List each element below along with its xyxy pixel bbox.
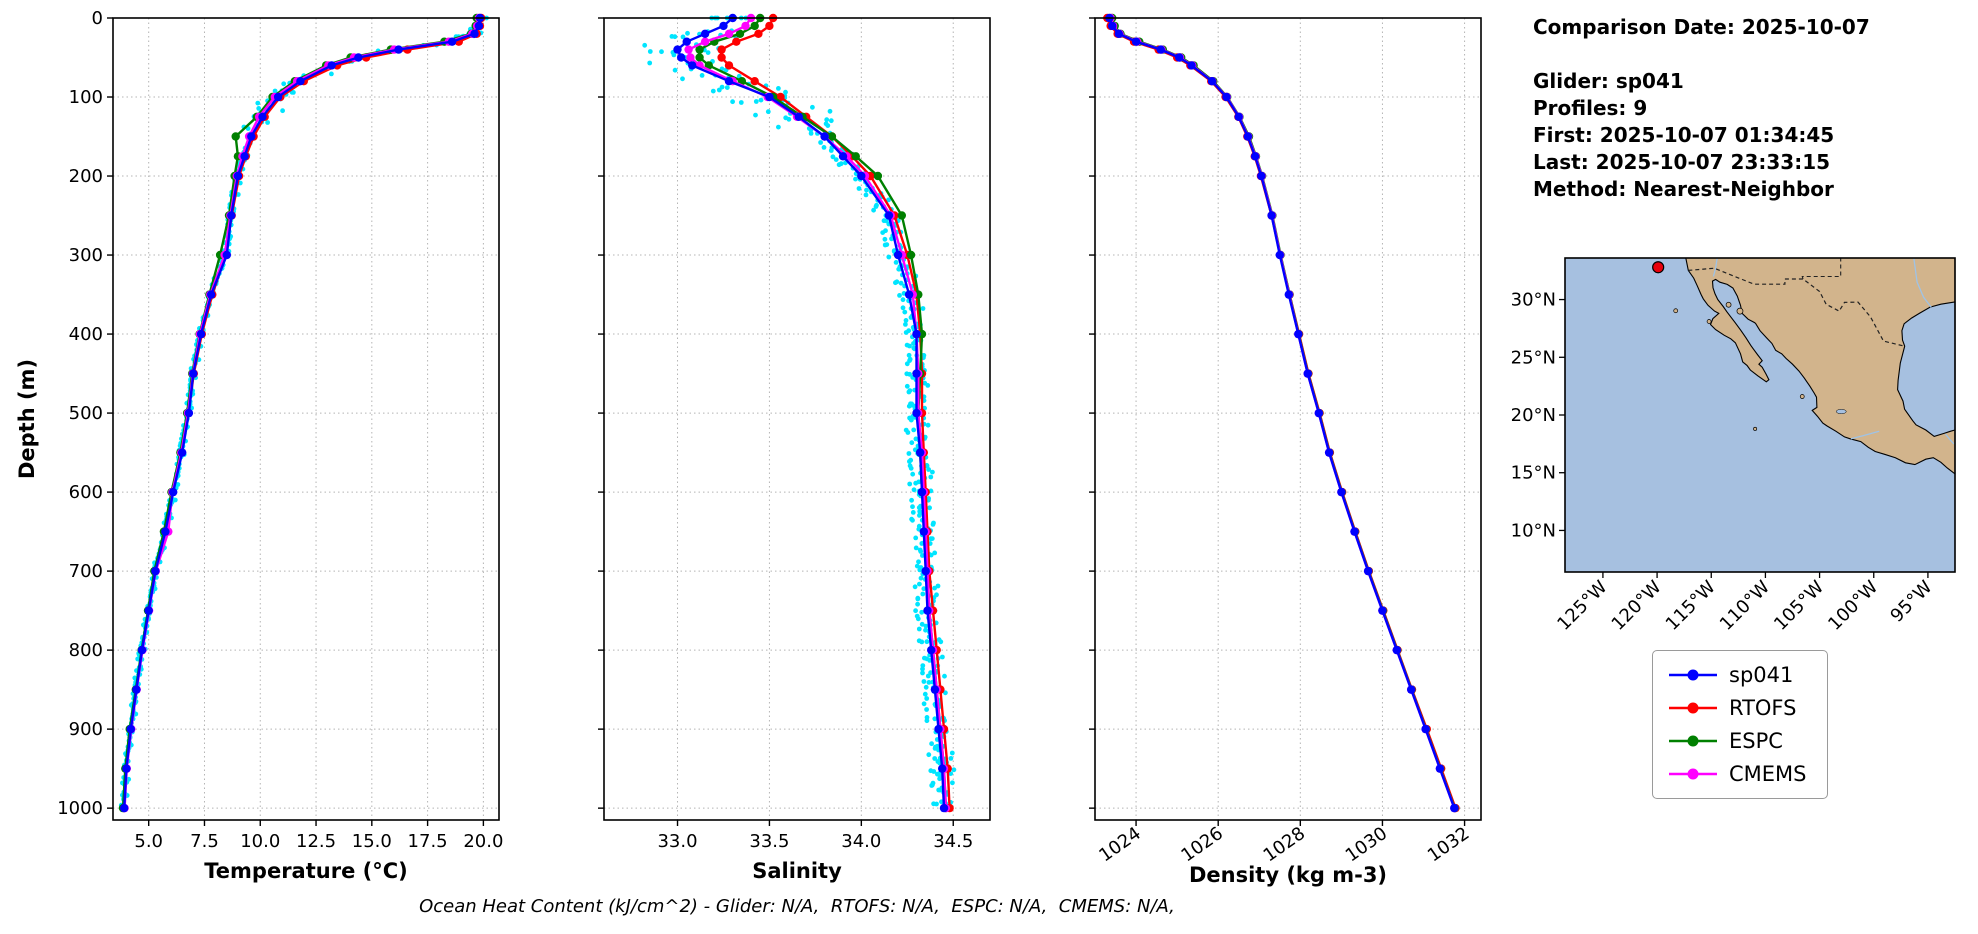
- svg-text:95°W: 95°W: [1886, 577, 1936, 627]
- svg-text:110°W: 110°W: [1716, 577, 1774, 635]
- svg-text:800: 800: [69, 640, 103, 661]
- ocean-heat-content-caption: Ocean Heat Content (kJ/cm^2) - Glider: N…: [419, 896, 1175, 917]
- info-line-1: [1533, 41, 1870, 68]
- svg-text:15°N: 15°N: [1511, 463, 1556, 484]
- salinity-profile-plot: 33.0 33.5 34.0 34.5 Salinity: [598, 13, 991, 883]
- svg-text:1026: 1026: [1177, 823, 1227, 866]
- info-line-5: Last: 2025-10-07 23:33:15: [1533, 150, 1831, 174]
- svg-text:25°N: 25°N: [1511, 347, 1556, 368]
- svg-text:1000: 1000: [57, 798, 103, 819]
- svg-text:400: 400: [69, 324, 103, 345]
- svg-text:33.5: 33.5: [749, 831, 789, 852]
- svg-text:125°W: 125°W: [1553, 577, 1611, 635]
- map-river: [1850, 430, 1880, 440]
- series-line-sp041: [120, 13, 485, 813]
- svg-text:0: 0: [92, 8, 103, 29]
- glider-raw-scatter: [642, 15, 957, 807]
- svg-text:17.5: 17.5: [408, 831, 448, 852]
- svg-text:700: 700: [69, 561, 103, 582]
- svg-text:115°W: 115°W: [1662, 577, 1720, 635]
- map-gulf-of-mexico: [1897, 301, 1956, 438]
- svg-text:1032: 1032: [1424, 823, 1474, 866]
- x-axis-label: Temperature (°C): [204, 859, 407, 883]
- svg-text:105°W: 105°W: [1770, 577, 1828, 635]
- density-profile-plot: 1024 1026 1028 1030 1032 Density (kg m-3): [1089, 13, 1482, 887]
- y-axis-label: Depth (m): [15, 359, 39, 479]
- info-line-0: Comparison Date: 2025-10-07: [1533, 15, 1870, 39]
- svg-text:10°N: 10°N: [1511, 520, 1556, 541]
- legend-item-cmems: CMEMS: [1667, 762, 1807, 786]
- svg-text:1028: 1028: [1260, 823, 1310, 866]
- info-line-4: First: 2025-10-07 01:34:45: [1533, 123, 1835, 147]
- info-line-3: Profiles: 9: [1533, 96, 1648, 120]
- glider-position-marker: [1652, 261, 1665, 274]
- info-line-6: Method: Nearest-Neighbor: [1533, 177, 1834, 201]
- map-border-us-mexico: [1688, 267, 1905, 347]
- info-line-2: Glider: sp041: [1533, 69, 1684, 93]
- location-map: 30°N 25°N 20°N 15°N 10°N 125°W120°W115°W110°W…: [1511, 257, 1956, 635]
- svg-text:15.0: 15.0: [352, 831, 392, 852]
- svg-text:900: 900: [69, 719, 103, 740]
- svg-text:1030: 1030: [1342, 823, 1392, 866]
- legend: sp041 RTOFS ESPC CMEMS: [1652, 650, 1828, 799]
- legend-label: CMEMS: [1729, 762, 1807, 786]
- series-line-sp041: [1105, 13, 1459, 813]
- legend-marker-sp041: [1669, 669, 1717, 681]
- legend-marker-espc: [1669, 735, 1717, 747]
- glider-raw-scatter: [118, 15, 489, 808]
- svg-text:30°N: 30°N: [1511, 290, 1556, 311]
- legend-item-rtofs: RTOFS: [1667, 696, 1807, 720]
- map-river: [1944, 433, 1955, 445]
- legend-marker-rtofs: [1669, 702, 1717, 714]
- svg-text:20.0: 20.0: [463, 831, 503, 852]
- svg-text:34.0: 34.0: [841, 831, 881, 852]
- svg-text:12.5: 12.5: [296, 831, 336, 852]
- svg-text:500: 500: [69, 403, 103, 424]
- map-river: [1712, 257, 1718, 277]
- legend-label: ESPC: [1729, 729, 1783, 753]
- svg-text:120°W: 120°W: [1608, 577, 1666, 635]
- legend-marker-cmems: [1669, 768, 1717, 780]
- svg-text:600: 600: [69, 482, 103, 503]
- legend-label: sp041: [1729, 663, 1794, 687]
- map-land: [1685, 257, 1956, 476]
- svg-text:10.0: 10.0: [240, 831, 280, 852]
- svg-text:200: 200: [69, 166, 103, 187]
- x-axis-label: Salinity: [752, 859, 842, 883]
- legend-item-sp041: sp041: [1667, 663, 1807, 687]
- legend-label: RTOFS: [1729, 696, 1797, 720]
- map-state-border: [1801, 258, 1842, 280]
- x-axis-label: Density (kg m-3): [1189, 863, 1387, 887]
- svg-text:7.5: 7.5: [190, 831, 219, 852]
- svg-text:20°N: 20°N: [1511, 405, 1556, 426]
- series-line-ESPC: [118, 13, 481, 813]
- temperature-profile-plot: 5.0 7.5 10.0 12.5 15.0 17.5 20.0 0 100 200 300 400 5…: [15, 8, 503, 883]
- comparison-info-panel: Comparison Date: 2025-10-07 Glider: sp04…: [1533, 14, 1870, 203]
- svg-text:33.0: 33.0: [657, 831, 697, 852]
- map-lake: [1836, 409, 1847, 414]
- svg-text:1024: 1024: [1095, 823, 1145, 866]
- svg-text:100°W: 100°W: [1824, 577, 1882, 635]
- map-river: [1913, 257, 1932, 308]
- svg-text:100: 100: [69, 87, 103, 108]
- svg-text:5.0: 5.0: [134, 831, 163, 852]
- svg-text:34.5: 34.5: [933, 831, 973, 852]
- svg-text:300: 300: [69, 245, 103, 266]
- legend-item-espc: ESPC: [1667, 729, 1807, 753]
